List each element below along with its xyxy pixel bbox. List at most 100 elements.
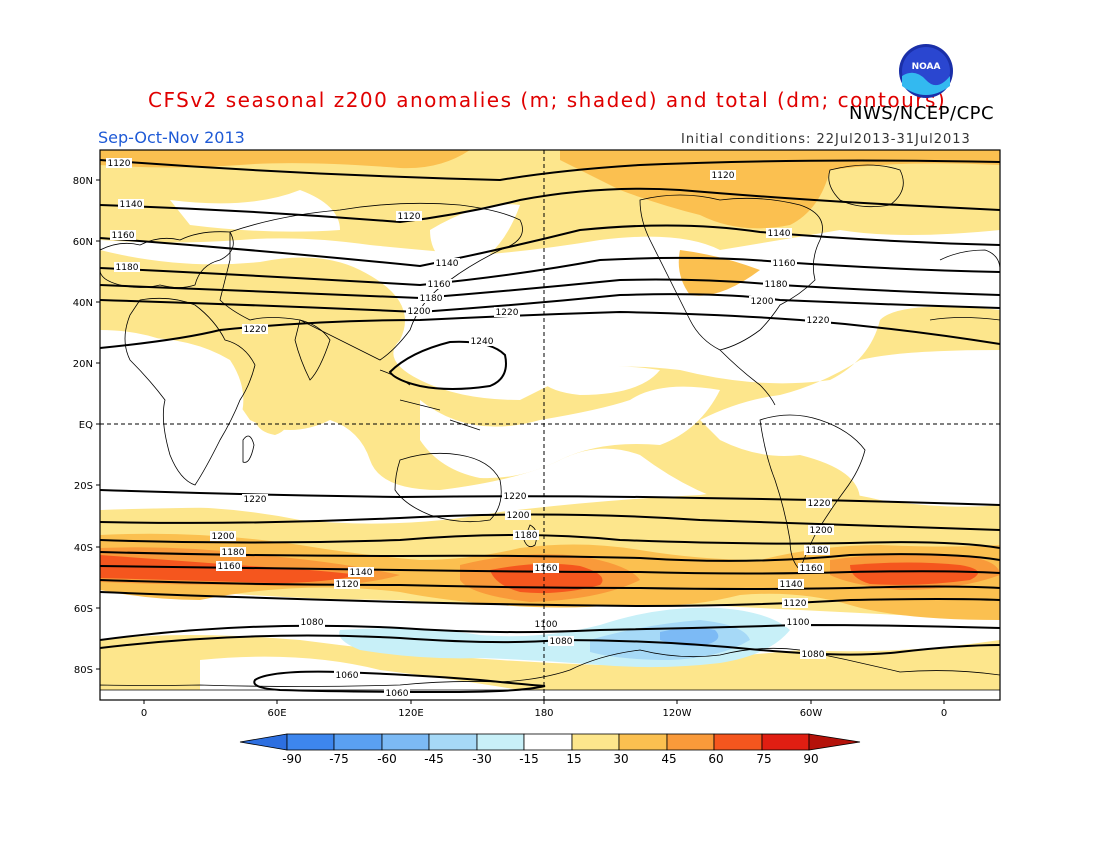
colorbar-label: 75 [756, 752, 771, 766]
lat-label: 40N [73, 298, 93, 309]
map-title: CFSv2 seasonal z200 anomalies (m; shaded… [148, 88, 947, 112]
contour-label: 1180 [220, 547, 246, 558]
contour-label: 1220 [805, 315, 831, 326]
lat-label: 60N [73, 237, 93, 248]
svg-text:1200: 1200 [408, 307, 431, 317]
anomaly-shading [100, 150, 1000, 700]
colorbar-label: -30 [472, 752, 492, 766]
season-label: Sep-Oct-Nov 2013 [98, 128, 245, 147]
svg-text:1060: 1060 [336, 671, 359, 681]
lon-label: 120E [398, 708, 423, 719]
svg-text:1180: 1180 [420, 294, 443, 304]
contour-label: 1180 [513, 530, 539, 541]
lon-label: 0 [141, 708, 147, 719]
colorbar-label: -60 [377, 752, 397, 766]
coastlines [100, 164, 1000, 691]
svg-text:1100: 1100 [535, 620, 558, 630]
svg-text:1200: 1200 [212, 532, 235, 542]
contour-label: 1220 [242, 494, 268, 505]
contour-label: 1160 [110, 230, 136, 241]
svg-text:1120: 1120 [108, 159, 131, 169]
colorbar-segment [761, 733, 810, 751]
colorbar-segment [618, 733, 668, 751]
contour-label: 1200 [808, 525, 834, 536]
colorbar-segment [476, 733, 525, 751]
svg-text:1180: 1180 [515, 531, 538, 541]
colorbar-label: -45 [424, 752, 444, 766]
svg-text:1220: 1220 [244, 325, 267, 335]
lon-label: 0 [941, 708, 947, 719]
svg-text:1120: 1120 [712, 171, 735, 181]
svg-text:1140: 1140 [436, 259, 459, 269]
contour-label: 1200 [505, 510, 531, 521]
lat-label: 80N [73, 176, 93, 187]
contour-label: 1120 [106, 158, 132, 169]
contour-label: 1120 [396, 211, 422, 222]
colorbar-arrow-right [808, 733, 861, 751]
contour-label: 1180 [804, 545, 830, 556]
contour-label: 1120 [782, 598, 808, 609]
contour-label: 1100 [785, 617, 811, 628]
svg-text:1200: 1200 [507, 511, 530, 521]
contour-label: 1180 [418, 293, 444, 304]
contour-label: 1100 [533, 619, 559, 630]
contour-label: 1200 [210, 531, 236, 542]
svg-text:1160: 1160 [773, 259, 796, 269]
lon-label: 120W [663, 708, 692, 719]
contour-label: 1140 [434, 258, 460, 269]
svg-text:1140: 1140 [120, 200, 143, 210]
colorbar-segment [381, 733, 430, 751]
colorbar-segment [286, 733, 335, 751]
contour-label: 1140 [766, 228, 792, 239]
contour-label: 1120 [334, 579, 360, 590]
svg-text:1100: 1100 [787, 618, 810, 628]
contour-label: 1080 [800, 649, 826, 660]
lat-label: 80S [74, 665, 93, 676]
contour-label: 1160 [798, 563, 824, 574]
colorbar-label: -15 [519, 752, 539, 766]
logo-text: NOAA [912, 62, 941, 72]
contour-label: 1080 [548, 636, 574, 647]
contour-label: 1220 [242, 324, 268, 335]
contour-label: 1160 [216, 561, 242, 572]
svg-text:1240: 1240 [471, 337, 494, 347]
svg-text:1180: 1180 [806, 546, 829, 556]
svg-text:1120: 1120 [336, 580, 359, 590]
contour-label: 1220 [494, 307, 520, 318]
svg-text:1120: 1120 [398, 212, 421, 222]
map-frame [99, 149, 1001, 701]
lat-label: 20N [73, 359, 93, 370]
colorbar-segment [666, 733, 715, 751]
contour-label: 1160 [771, 258, 797, 269]
contour-label: 1160 [533, 563, 559, 574]
svg-text:1200: 1200 [810, 526, 833, 536]
contour-label: 1200 [749, 296, 775, 307]
svg-text:1180: 1180 [116, 263, 139, 273]
colorbar-label: 90 [803, 752, 818, 766]
colorbar-arrow-left [239, 733, 288, 751]
svg-text:1160: 1160 [218, 562, 241, 572]
lon-labels: 0 60E 120E 180 120W 60W 0 [141, 708, 947, 719]
contour-label: 1140 [348, 567, 374, 578]
colorbar-segment [713, 733, 763, 751]
colorbar-label: -75 [329, 752, 349, 766]
svg-text:1140: 1140 [768, 229, 791, 239]
svg-text:1220: 1220 [496, 308, 519, 318]
contour-label: 1160 [426, 279, 452, 290]
svg-text:1220: 1220 [244, 495, 267, 505]
contour-label: 1140 [778, 579, 804, 590]
contour-label: 1180 [114, 262, 140, 273]
svg-text:1220: 1220 [504, 492, 527, 502]
svg-text:1080: 1080 [802, 650, 825, 660]
svg-text:1140: 1140 [350, 568, 373, 578]
colorbar-segment [523, 733, 573, 751]
colorbar-segment [428, 733, 478, 751]
svg-text:1180: 1180 [765, 280, 788, 290]
colorbar: -90 -75 -60 -45 -30 -15 15 30 45 60 75 9… [239, 733, 861, 766]
svg-text:1140: 1140 [780, 580, 803, 590]
svg-text:1220: 1220 [807, 316, 830, 326]
colorbar-label: -90 [282, 752, 302, 766]
contour-label: 1240 [469, 336, 495, 347]
svg-text:1200: 1200 [751, 297, 774, 307]
